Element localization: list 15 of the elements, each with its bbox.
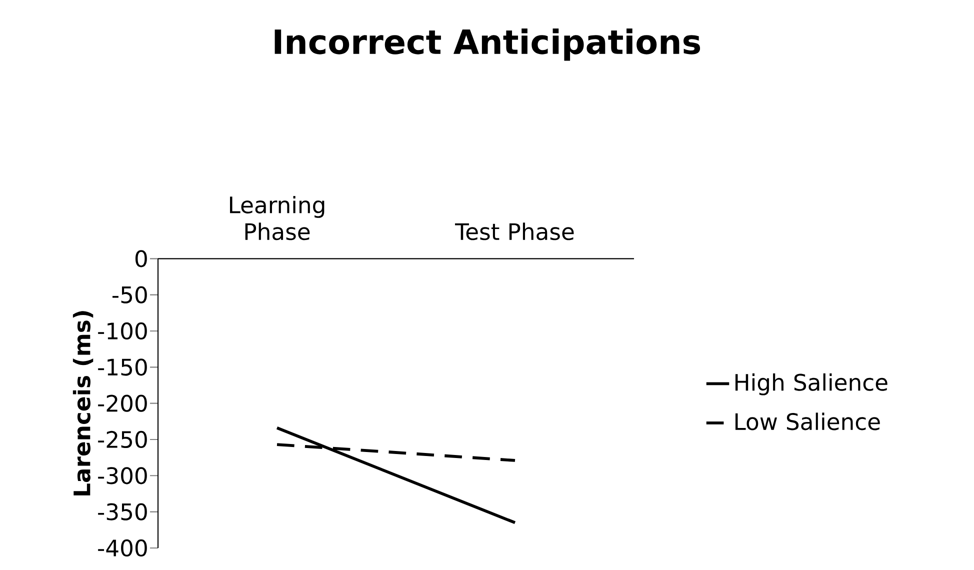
y-tick-label: -250 bbox=[98, 430, 147, 448]
y-tick-label: -300 bbox=[98, 467, 147, 484]
x-tick-label: Test Phase bbox=[455, 222, 574, 240]
x-tick-label: Learning Phase bbox=[230, 196, 324, 240]
y-axis-title: Larenceis (ms) bbox=[72, 311, 94, 496]
y-tick-label: -150 bbox=[98, 358, 147, 376]
y-tick-label: -200 bbox=[98, 394, 147, 412]
y-tick-label: -400 bbox=[98, 539, 147, 557]
y-tick-label: 0 bbox=[135, 250, 147, 268]
y-tick-label: -100 bbox=[98, 322, 147, 340]
legend-label: Low Salience bbox=[735, 412, 880, 430]
chart-title: Incorrect Anticipations bbox=[274, 28, 700, 61]
y-tick-label: -50 bbox=[112, 286, 147, 304]
y-tick-label: -350 bbox=[98, 503, 147, 520]
legend-label: High Salience bbox=[735, 373, 888, 396]
